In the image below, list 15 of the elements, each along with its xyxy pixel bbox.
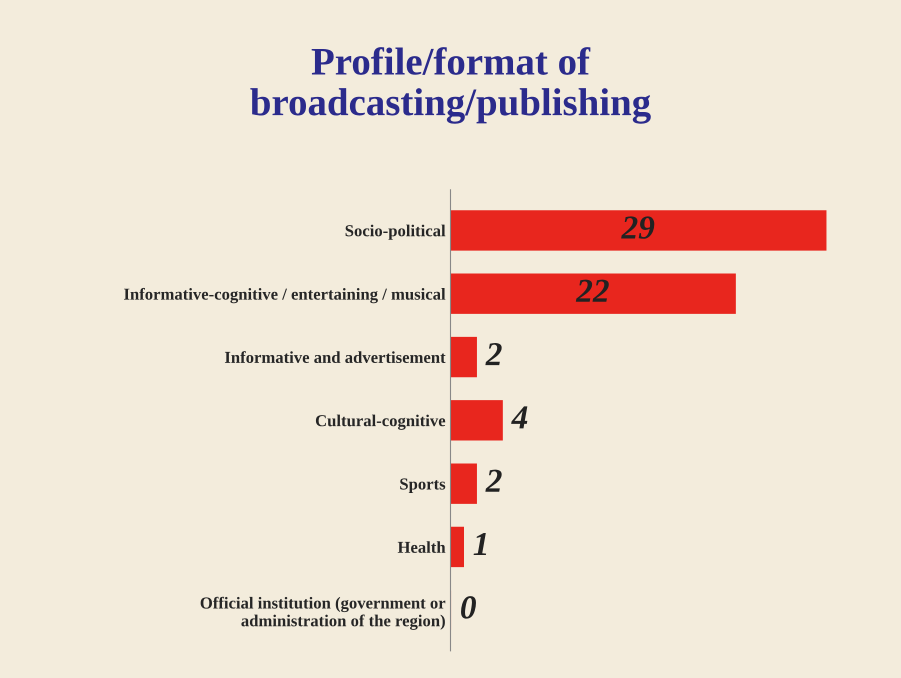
y-tick-label: Official institution (government or administration of the region) — [200, 596, 446, 630]
data-label: 22 — [576, 280, 609, 302]
data-label: 29 — [621, 216, 654, 239]
y-tick-label: Informative and advertisement — [224, 351, 446, 363]
data-label: 2 — [485, 342, 502, 366]
y-tick-label: Informative-cognitive / entertaining / musical — [124, 288, 446, 304]
y-tick-label: Health — [398, 541, 446, 553]
data-label: 1 — [474, 532, 486, 555]
y-tick-label: Sports — [400, 478, 446, 494]
y-tick-label: Socio-political — [346, 224, 446, 240]
data-label: 2 — [485, 470, 502, 492]
chart-title: Profile/format of broadcasting/publishing — [250, 47, 651, 124]
y-tick-label: Cultural-cognitive — [316, 414, 446, 430]
data-label: 0 — [461, 596, 476, 619]
data-label: 4 — [511, 406, 528, 428]
